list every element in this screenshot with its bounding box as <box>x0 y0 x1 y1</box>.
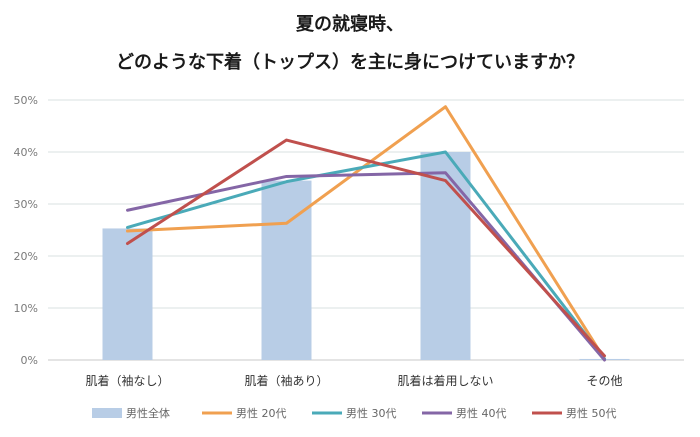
x-category-label: 肌着（袖なし） <box>85 373 169 388</box>
legend-label: 男性全体 <box>126 406 170 420</box>
x-category-label: 肌着は着用しない <box>397 373 493 388</box>
x-category-label: その他 <box>586 374 622 388</box>
y-tick-label: 30% <box>14 198 38 211</box>
y-tick-label: 50% <box>14 94 38 107</box>
chart-title-line-2: どのような下着（トップス）を主に身につけていますか？ <box>116 52 584 73</box>
bar <box>102 228 153 360</box>
series-line <box>126 138 606 358</box>
legend-label: 男性 20代 <box>236 406 287 420</box>
series-line <box>126 150 606 361</box>
y-tick-label: 10% <box>14 302 38 315</box>
bar <box>261 180 312 360</box>
legend-label: 男性 50代 <box>566 406 617 420</box>
legend-swatch <box>92 408 122 418</box>
x-category-label: 肌着（袖あり） <box>244 373 328 388</box>
bar <box>420 152 471 360</box>
y-tick-label: 40% <box>14 146 38 159</box>
legend-label: 男性 30代 <box>346 406 397 420</box>
series-line <box>126 105 606 361</box>
y-tick-label: 20% <box>14 250 38 263</box>
chart-title-line-1: 夏の就寝時、 <box>296 14 404 35</box>
y-tick-label: 0% <box>21 354 38 367</box>
legend-label: 男性 40代 <box>456 406 507 420</box>
